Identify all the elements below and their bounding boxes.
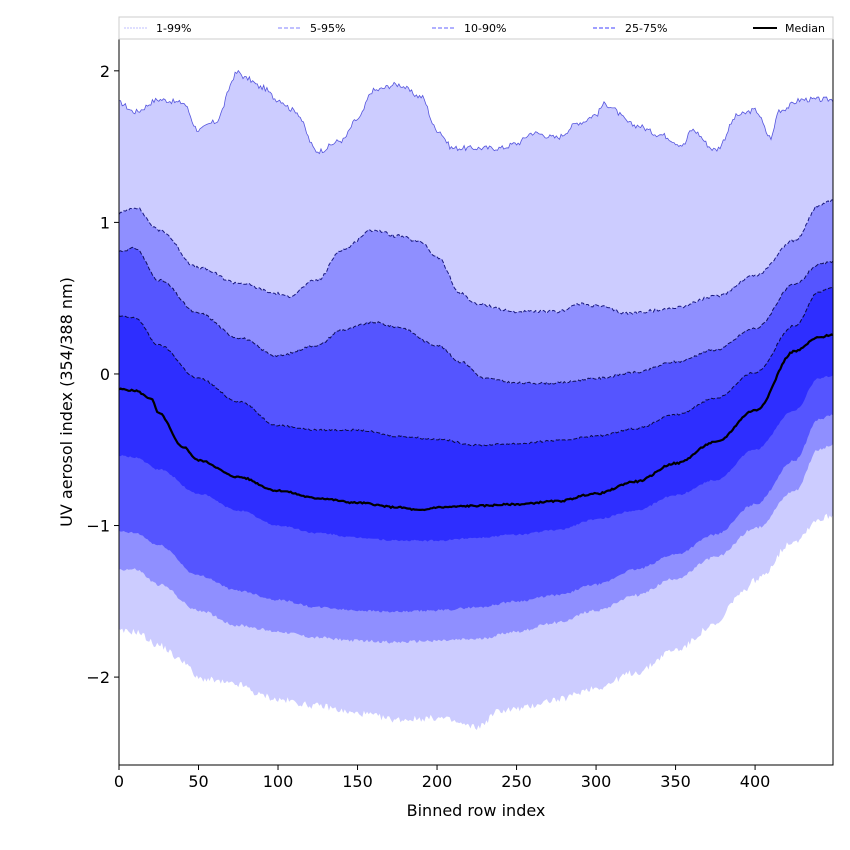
band-upper-line-5-95pct bbox=[119, 199, 833, 316]
legend-label: 5-95% bbox=[310, 22, 345, 35]
y-axis-label: UV aerosol index (354/388 nm) bbox=[57, 277, 76, 527]
x-tick-label: 400 bbox=[740, 772, 771, 791]
band-upper-line-25-75pct bbox=[119, 286, 833, 447]
x-axis: 0 50 100 150 200 250 300 350 400 bbox=[114, 765, 770, 791]
y-tick-label: −1 bbox=[86, 517, 110, 536]
x-axis-label: Binned row index bbox=[407, 801, 546, 820]
y-tick-label: 0 bbox=[100, 365, 110, 384]
y-tick-label: 1 bbox=[100, 213, 110, 232]
legend-label: Median bbox=[785, 22, 825, 35]
x-tick-label: 200 bbox=[422, 772, 453, 791]
lines-layer bbox=[119, 69, 833, 512]
x-tick-label: 100 bbox=[263, 772, 294, 791]
y-axis: −2 −1 0 1 2 bbox=[86, 62, 119, 687]
legend-label: 1-99% bbox=[156, 22, 191, 35]
y-tick-label: −2 bbox=[86, 668, 110, 687]
median-line bbox=[119, 333, 833, 512]
x-tick-label: 250 bbox=[501, 772, 532, 791]
band-upper-line-1-99pct bbox=[119, 69, 833, 155]
legend-label: 25-75% bbox=[625, 22, 667, 35]
x-tick-label: 50 bbox=[188, 772, 208, 791]
x-tick-label: 0 bbox=[114, 772, 124, 791]
band-25-75pct bbox=[119, 287, 833, 542]
legend: 1-99% 5-95% 10-90% 25-75% Median bbox=[118, 16, 834, 40]
x-tick-label: 150 bbox=[342, 772, 373, 791]
bands-layer bbox=[119, 70, 833, 731]
legend-box bbox=[118, 16, 834, 40]
y-tick-label: 2 bbox=[100, 62, 110, 81]
band-upper-line-10-90pct bbox=[119, 246, 833, 385]
legend-label: 10-90% bbox=[464, 22, 506, 35]
x-tick-label: 300 bbox=[581, 772, 612, 791]
x-tick-label: 350 bbox=[660, 772, 691, 791]
